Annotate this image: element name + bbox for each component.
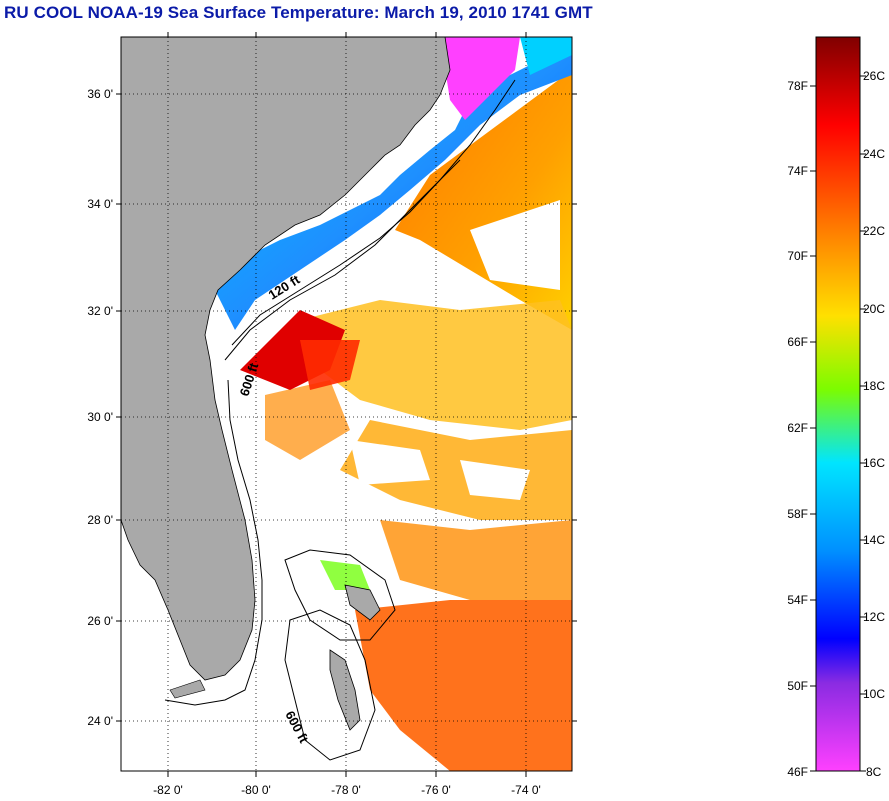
scale-f-78: 78F [787, 79, 808, 93]
lon-label-80: -80 0' [241, 783, 271, 797]
lat-label-30: 30 0' [87, 410, 113, 424]
scale-f-74: 74F [787, 164, 808, 178]
longitude-labels: -82 0' -80 0' -78 0' -76 0' -74 0' [153, 783, 541, 797]
scale-c-24: 24C [863, 147, 885, 161]
lon-label-74: -74 0' [511, 783, 541, 797]
scale-c-12: 12C [863, 610, 885, 624]
lat-label-24: 24 0' [87, 714, 113, 728]
lat-label-36: 36 0' [87, 87, 113, 101]
scale-c-22: 22C [863, 224, 885, 238]
scale-f-54: 54F [787, 593, 808, 607]
scale-c-16: 16C [863, 456, 885, 470]
axis-ticks [116, 32, 577, 777]
scale-f-62: 62F [787, 421, 808, 435]
lon-label-82: -82 0' [153, 783, 183, 797]
lat-label-28: 28 0' [87, 513, 113, 527]
scale-c-8: 8C [866, 765, 882, 779]
lon-label-78: -78 0' [331, 783, 361, 797]
color-scale-bar: 78F 74F 70F 66F 62F 58F 54F 50F 46F 26C … [787, 36, 885, 779]
bahamas-islands [169, 584, 381, 731]
scale-f-46: 46F [787, 765, 808, 779]
lat-label-32: 32 0' [87, 304, 113, 318]
land-mass [121, 37, 451, 681]
scale-c-18: 18C [863, 379, 885, 393]
scale-c-26: 26C [863, 69, 885, 83]
lat-label-34: 34 0' [87, 197, 113, 211]
scale-c-20: 20C [863, 302, 885, 316]
latitude-labels: 36 0' 34 0' 32 0' 30 0' 28 0' 26 0' 24 0… [87, 87, 113, 728]
color-scale-gradient [815, 36, 861, 772]
scale-f-70: 70F [787, 249, 808, 263]
scale-c-10: 10C [863, 687, 885, 701]
scale-c-14: 14C [863, 533, 885, 547]
scale-f-58: 58F [787, 507, 808, 521]
scale-f-50: 50F [787, 679, 808, 693]
map-panel: 120 ft 600 ft 600 ft [121, 37, 572, 771]
sst-data-layer [240, 70, 572, 771]
map-title: RU COOL NOAA-19 Sea Surface Temperature:… [4, 3, 593, 22]
depth-contours [164, 79, 516, 761]
scale-f-66: 66F [787, 335, 808, 349]
lat-label-26: 26 0' [87, 614, 113, 628]
lon-label-76: -76 0' [421, 783, 451, 797]
